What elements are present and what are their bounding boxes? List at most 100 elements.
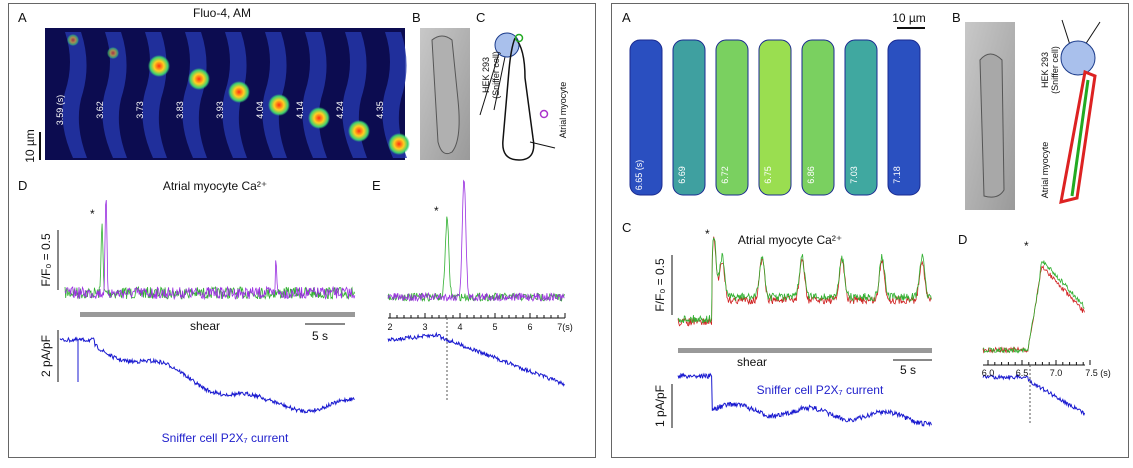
trace — [982, 260, 1085, 354]
ratio-scale: F/F₀ = 0.5 — [653, 258, 667, 312]
timestamp: 7.03 — [849, 166, 859, 184]
trace — [677, 236, 932, 327]
star: * — [90, 207, 95, 221]
current-scale: 2 pA/pF — [39, 335, 53, 377]
trace — [982, 373, 1085, 416]
timestamp: 6.75 — [763, 166, 773, 184]
scale-label: 10 µm — [23, 129, 37, 163]
trace — [982, 264, 1085, 354]
ca-hotspot — [188, 68, 210, 90]
panel-label: C — [622, 220, 631, 235]
myocyte-outline — [502, 37, 535, 161]
sniffer-label: HEK 293 — [481, 57, 491, 93]
trace-title: Atrial myocyte Ca²⁺ — [738, 233, 842, 247]
pipette — [1084, 21, 1101, 46]
cell — [758, 39, 792, 196]
current-label: Sniffer cell P2X₇ current — [757, 383, 884, 397]
sniffer-cell — [1060, 40, 1096, 76]
pipette — [493, 51, 507, 111]
ratio-scale: F/F₀ = 0.5 — [39, 233, 53, 287]
cell — [844, 39, 878, 196]
ca-hotspot — [268, 94, 290, 116]
panel-label: B — [952, 10, 961, 25]
ca-hotspot — [348, 120, 370, 142]
ca-spot — [539, 109, 549, 119]
ca-hotspot — [107, 47, 119, 59]
shear-bar — [678, 348, 932, 353]
timestamp: 4.24 — [335, 101, 345, 119]
left-frame — [8, 3, 596, 458]
ca-hotspot — [228, 81, 250, 103]
cell — [342, 32, 367, 158]
ca-spot — [514, 33, 524, 43]
timestamp: 3.73 — [135, 101, 145, 119]
myocyte-outline — [1070, 79, 1090, 197]
timestamp: 3.62 — [95, 101, 105, 119]
sniffer-note: (Sniffer cell) — [491, 51, 501, 99]
trace — [64, 200, 356, 301]
pipette — [479, 49, 501, 116]
timestamp: 7.18 — [892, 166, 902, 184]
tick-label: 6.0 — [982, 368, 995, 378]
arrow — [529, 141, 556, 149]
panel-label: A — [622, 10, 631, 25]
trace — [677, 237, 932, 324]
tick-label: 7(s) — [557, 322, 573, 332]
timestamp: 4.35 — [375, 101, 385, 119]
cell — [302, 32, 327, 158]
star: * — [1024, 239, 1029, 253]
sniffer-note: (Sniffer cell) — [1050, 46, 1060, 94]
shear-bar — [80, 312, 355, 317]
panel-label: A — [18, 10, 27, 25]
tick-label: 6 — [527, 322, 532, 332]
panel-label: D — [18, 178, 27, 193]
time-scale: 5 s — [900, 363, 916, 377]
cell — [672, 39, 706, 196]
tick-label: 6.5 — [1016, 368, 1029, 378]
ca-hotspot — [67, 34, 79, 46]
myocyte-outline — [1059, 69, 1097, 205]
timestamp: 3.83 — [175, 101, 185, 119]
right-frame — [611, 3, 1129, 458]
panel-label: C — [476, 10, 485, 25]
panel-label: D — [958, 232, 967, 247]
trace — [387, 331, 565, 387]
current-label: Sniffer cell P2X₇ current — [162, 431, 289, 445]
timestamp: 3.59 (s) — [55, 95, 65, 126]
trace — [64, 223, 356, 301]
panel-label: B — [412, 10, 421, 25]
cell — [62, 32, 87, 158]
cell — [715, 39, 749, 196]
cell — [801, 39, 835, 196]
ca-hotspot — [148, 55, 170, 77]
panel-label: E — [372, 178, 381, 193]
time-scale: 5 s — [312, 329, 328, 343]
trace — [59, 336, 355, 414]
trace — [387, 179, 565, 302]
scale-label: 10 µm — [892, 11, 926, 25]
myocyte-label: Atrial myocyte — [1040, 142, 1050, 199]
timestamp: 6.69 — [677, 166, 687, 184]
tick-label: 7.5 (s) — [1085, 368, 1111, 378]
shear-label: shear — [190, 319, 220, 333]
cell-outline — [979, 53, 1005, 198]
cell — [887, 39, 921, 196]
cell-outline — [431, 35, 460, 155]
cell — [102, 32, 127, 158]
star: * — [434, 204, 439, 218]
cell — [182, 32, 207, 158]
cell — [629, 39, 663, 196]
tick-label: 7.0 — [1050, 368, 1063, 378]
pipette — [1061, 19, 1071, 46]
timestamp: 4.04 — [255, 101, 265, 119]
tick-label: 5 — [492, 322, 497, 332]
tick-label: 3 — [422, 322, 427, 332]
trace — [677, 372, 932, 428]
tick-label: 4 — [457, 322, 462, 332]
current-scale: 1 pA/pF — [653, 385, 667, 427]
shear-label: shear — [737, 355, 767, 369]
cell — [382, 32, 407, 158]
panel-title: Fluo-4, AM — [193, 6, 251, 20]
ca-hotspot — [308, 107, 330, 129]
timestamp: 6.65 (s) — [634, 160, 644, 191]
